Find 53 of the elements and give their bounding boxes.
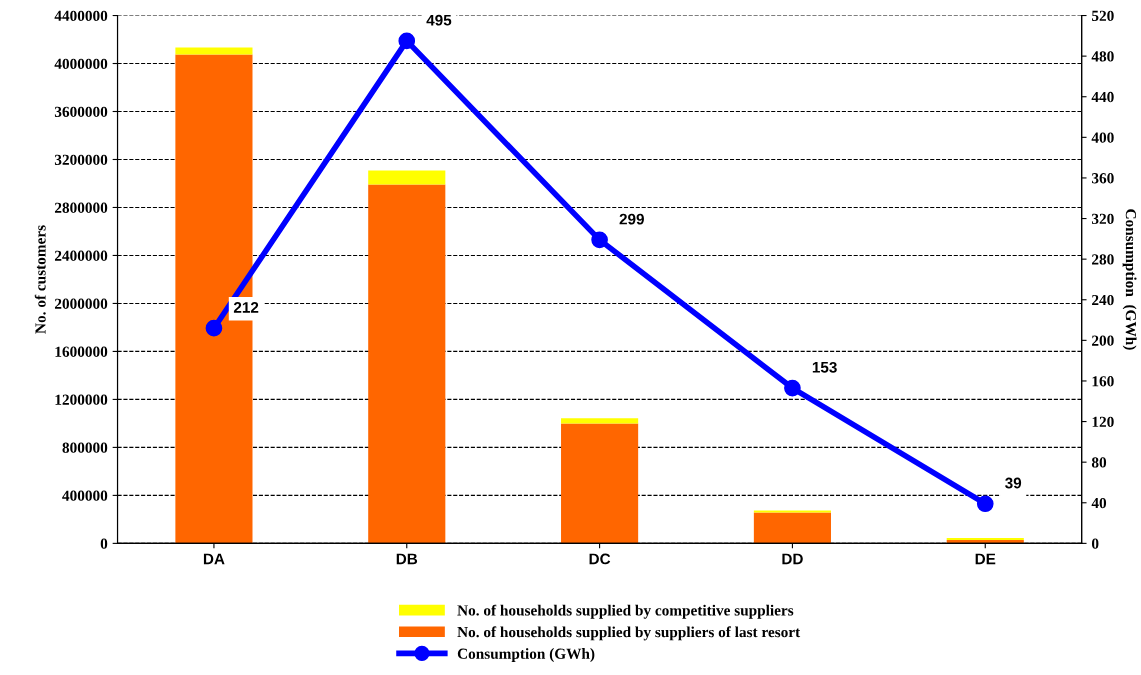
- point: [398, 32, 416, 50]
- bar: [753, 512, 831, 544]
- x-tick-label: DE: [975, 553, 996, 565]
- bar: [175, 47, 253, 55]
- y2-tick-label: 320: [1091, 213, 1114, 224]
- y-tick-label: 0: [100, 538, 108, 549]
- y2-tick-label: 200: [1092, 335, 1114, 346]
- y-tick-label: 4400000: [54, 10, 108, 21]
- y2-tick-label: 400: [1091, 132, 1114, 143]
- point: [976, 495, 994, 513]
- y-tick-label: 1600000: [55, 346, 108, 357]
- data-label: 153: [812, 361, 837, 373]
- y2-tick-label: 120: [1092, 416, 1114, 428]
- bar: [561, 418, 639, 424]
- y2-tick-label: 240: [1092, 294, 1114, 306]
- y-tick-label: 1200000: [55, 394, 108, 405]
- legend-label: No. of households supplied by suppliers of last resort: [457, 626, 801, 641]
- y-tick-label: 2800000: [54, 202, 108, 213]
- y2-tick-label: 40: [1091, 497, 1107, 509]
- y2-tick-label: 520: [1092, 10, 1114, 21]
- y-tick-label: 3200000: [54, 154, 108, 165]
- y-tick-label: 2000000: [54, 298, 108, 309]
- y-axis-title: No. of customers: [34, 225, 46, 334]
- data-label: 299: [619, 213, 644, 225]
- y2-tick-label: 480: [1091, 51, 1114, 62]
- y-tick-label: 400000: [62, 490, 108, 501]
- y-tick-label: 800000: [62, 442, 108, 453]
- y-tick-label: 2400000: [54, 250, 108, 261]
- y2-tick-label: 80: [1091, 457, 1107, 468]
- point: [205, 319, 223, 337]
- point: [591, 231, 608, 249]
- y2-tick-label: 0: [1091, 538, 1099, 549]
- x-tick-label: DC: [589, 553, 611, 565]
- y-tick-label: 4000000: [54, 58, 108, 69]
- legend-label: Consumption (GWh): [457, 648, 595, 662]
- x-tick-label: DA: [203, 553, 225, 565]
- x-tick-label: DB: [396, 553, 418, 565]
- bar: [561, 423, 639, 544]
- data-label: 212: [233, 302, 259, 313]
- bar: [368, 170, 446, 185]
- x-tick-label: DD: [782, 553, 803, 565]
- point: [784, 379, 801, 397]
- bar: [753, 510, 831, 513]
- y2-axis-title: Consumption (GWh): [1122, 209, 1137, 350]
- bar: [368, 184, 446, 544]
- legend-label: No. of households supplied by competitive suppliers: [457, 604, 794, 619]
- y2-tick-label: 160: [1092, 376, 1114, 387]
- y2-tick-label: 440: [1091, 91, 1114, 103]
- data-label: 39: [1005, 477, 1022, 489]
- y2-tick-label: 280: [1092, 254, 1114, 265]
- y-tick-label: 3600000: [54, 106, 108, 117]
- data-label: 495: [426, 14, 452, 26]
- y2-tick-label: 360: [1091, 173, 1114, 184]
